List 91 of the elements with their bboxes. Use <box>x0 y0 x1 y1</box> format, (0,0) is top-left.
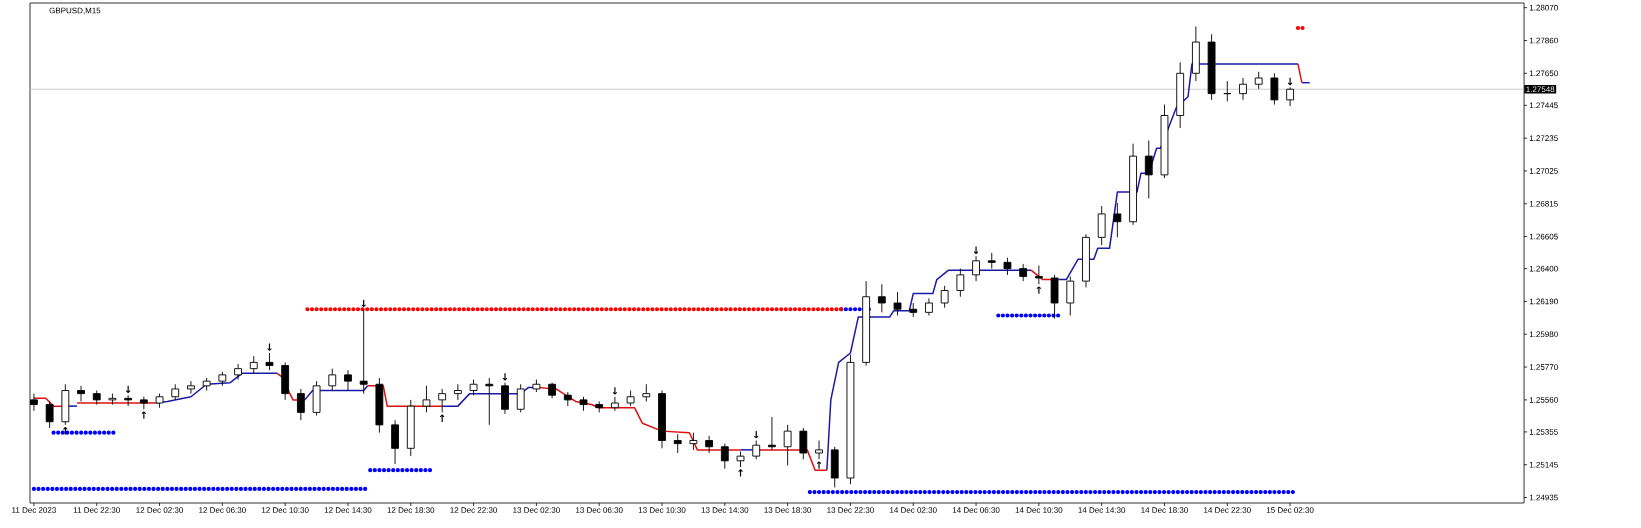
candlestick <box>234 363 242 381</box>
annotation: ↓ <box>612 387 618 395</box>
candlestick <box>611 396 619 412</box>
candlestick <box>972 255 980 282</box>
candlestick <box>956 268 965 298</box>
candlestick <box>45 400 54 429</box>
annotation: ↑ <box>816 461 822 469</box>
candlestick <box>1144 140 1153 199</box>
x-tick-label: 13 Dec 22:30 <box>827 507 874 513</box>
candlestick <box>391 419 399 465</box>
annotation: ↑ <box>1036 286 1042 294</box>
annotation: ↑ <box>141 411 147 419</box>
y-tick-label: 1.27025 <box>1529 168 1558 174</box>
candlestick <box>422 385 431 413</box>
y-tick-label: 1.25560 <box>1529 397 1558 403</box>
y-tick-label: 1.27860 <box>1529 37 1558 44</box>
y-tick-label: 1.25355 <box>1529 429 1558 435</box>
y-tick-label: 1.25770 <box>1529 364 1558 370</box>
annotation: ↑ <box>63 427 68 435</box>
candlestick <box>1066 275 1075 316</box>
y-tick-label: 1.26815 <box>1529 200 1558 207</box>
candlestick <box>501 382 509 415</box>
text: GBPUSD,M15 <box>49 7 101 15</box>
candlestick <box>1239 77 1247 101</box>
x-tick-label: 14 Dec 22:30 <box>1204 507 1251 513</box>
candlestick <box>673 433 682 454</box>
candlestick <box>752 440 761 460</box>
y-tick-label: 1.27445 <box>1529 102 1558 109</box>
y-tick-label: 1.25980 <box>1529 331 1558 338</box>
candlestick <box>1034 265 1043 285</box>
annotation: ↓ <box>125 385 131 393</box>
x-tick-label: 14 Dec 10:30 <box>1015 507 1063 513</box>
candlestick <box>438 388 447 413</box>
y-tick-label: 1.27235 <box>1529 135 1558 141</box>
candlestick <box>893 291 902 316</box>
x-tick-label: 13 Dec 02:30 <box>513 507 560 513</box>
y-tick-label: 1.28070 <box>1529 4 1558 11</box>
x-tick-label: 13 Dec 14:30 <box>701 507 749 513</box>
x-tick-label: 13 Dec 18:30 <box>764 507 812 513</box>
candlestick <box>124 394 133 407</box>
y-tick-label: 1.26190 <box>1529 298 1558 305</box>
x-tick-label: 14 Dec 18:30 <box>1141 507 1188 513</box>
y-tick-label: 1.26400 <box>1529 265 1558 272</box>
candlestick <box>296 388 305 421</box>
candlestick <box>783 424 792 466</box>
annotation: ↓ <box>753 430 759 439</box>
x-tick-label: 13 Dec 10:30 <box>638 507 686 513</box>
annotation: ↓ <box>267 343 272 351</box>
candlestick <box>344 369 352 391</box>
x-tick-label: 12 Dec 14:30 <box>324 507 372 513</box>
candlestick <box>1270 72 1279 106</box>
y-tick-label: 1.27650 <box>1529 70 1558 77</box>
candlestick <box>187 380 195 395</box>
annotation: ↓ <box>973 246 979 254</box>
annotation: ↑ <box>738 469 743 477</box>
y-tick-label: 1.25145 <box>1529 461 1558 468</box>
x-tick-label: 12 Dec 22:30 <box>450 507 498 513</box>
candlestick <box>940 285 949 309</box>
x-tick-label: 12 Dec 18:30 <box>387 507 435 513</box>
x-tick-label: 12 Dec 02:30 <box>136 507 184 513</box>
candlestick <box>1286 86 1294 107</box>
line-series <box>826 269 1032 471</box>
candlestick <box>877 283 886 313</box>
candlestick <box>516 383 525 413</box>
y-tick-label: 1.26605 <box>1529 233 1558 240</box>
annotation: ↓ <box>1287 77 1293 86</box>
x-tick-label: 13 Dec 06:30 <box>576 507 623 513</box>
candlestick <box>453 383 462 401</box>
x-tick-label: 14 Dec 06:30 <box>952 507 1000 513</box>
x-tick-label: 11 Dec 22:30 <box>73 507 120 513</box>
candlestick <box>705 435 714 454</box>
x-tick-label: 11 Dec 2023 <box>12 507 56 513</box>
y-tick-label: 1.24935 <box>1529 494 1558 501</box>
annotation: ↑ <box>439 414 445 422</box>
x-tick-label: 14 Dec 02:30 <box>890 507 937 513</box>
candlestick <box>77 385 85 402</box>
x-tick-label: 14 Dec 14:30 <box>1078 507 1126 513</box>
candlestick <box>799 427 808 460</box>
annotation: ↓ <box>502 373 508 381</box>
candlestick <box>720 443 729 470</box>
x-tick-label: 12 Dec 06:30 <box>199 507 246 513</box>
candlestick <box>359 308 368 395</box>
x-tick-label: 15 Dec 02:30 <box>1266 507 1314 513</box>
ref-line-label: 1.27548 <box>1526 86 1555 93</box>
candlestick <box>328 368 337 391</box>
x-tick-label: 12 Dec 10:30 <box>261 507 309 513</box>
candlestick <box>1113 202 1122 238</box>
candlestick <box>815 440 823 460</box>
candlestick <box>987 252 996 270</box>
candlestick <box>1097 205 1106 246</box>
annotation: ↓ <box>361 299 366 308</box>
